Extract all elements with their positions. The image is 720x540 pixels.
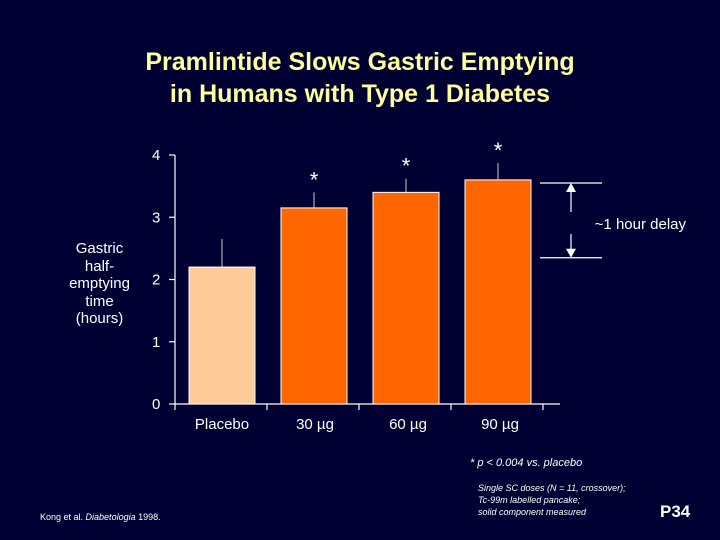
y-tick-label: 0 [152,396,160,413]
y-axis-label-line: emptying [69,275,130,292]
y-tick-label: 3 [152,209,160,226]
title-line-2: in Humans with Type 1 Diabetes [169,80,551,108]
category-label: 30 µg [296,416,334,433]
bar [188,266,256,405]
reference: Kong et al. Diabetologia 1998. [40,512,161,522]
y-tick-label: 2 [152,272,160,289]
category-label: 60 µg [389,416,427,433]
bracket-arrowhead-down [566,248,576,258]
significance-star: * [310,167,319,192]
reference-year: 1998. [135,512,161,522]
slide-code: P34 [660,502,691,521]
significance-star: * [402,154,411,179]
y-axis-label-line: (hours) [75,310,124,327]
method-line: Tc-99m labelled pancake; [478,495,581,505]
significance-star: * [494,138,503,163]
category-label: Placebo [195,416,249,433]
y-axis-label-line: time [85,292,114,310]
y-axis-label-line: half- [84,257,115,275]
title-line-1: Pramlintide Slows Gastric Emptying [145,48,575,76]
bracket-label: ~1 hour delay [595,216,687,233]
chart-title: Pramlintide Slows Gastric Emptying in Hu… [0,46,720,110]
y-tick-label: 1 [152,334,160,351]
significance-footnote: * p < 0.004 vs. placebo [470,457,583,469]
method-line: solid component measured [478,507,587,517]
y-axis-label: Gastric half- emptying time (hours) [52,240,147,328]
bar [372,191,440,405]
category-label: 90 µg [481,416,519,433]
reference-journal: Diabetologia [85,512,136,522]
y-tick-label: 4 [152,147,160,164]
y-axis-label-line: Gastric [75,240,124,257]
method-line: Single SC doses (N = 11, crossover); [478,483,626,493]
bar [464,179,532,405]
method-note: Single SC doses (N = 11, crossover); Tc-… [478,482,678,518]
reference-authors: Kong et al. [40,512,86,522]
bracket-arrowhead-up [566,183,576,193]
bar [280,207,348,405]
